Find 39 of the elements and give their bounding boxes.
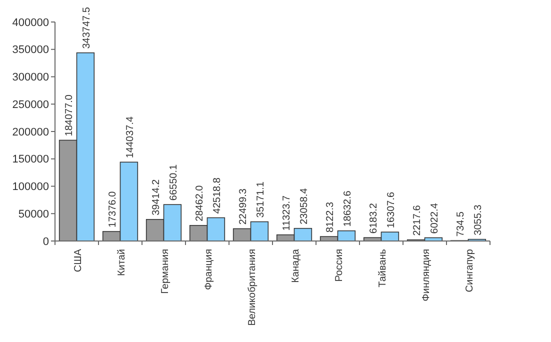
x-tick-label: США bbox=[72, 248, 84, 272]
data-label: 184077.0 bbox=[64, 94, 76, 136]
y-tick-label: 150000 bbox=[12, 154, 49, 166]
x-tick-label: Сингапур bbox=[464, 248, 476, 292]
data-label: 28462.0 bbox=[194, 184, 206, 222]
y-tick-label: 100000 bbox=[12, 181, 49, 194]
data-label: 2217.6 bbox=[412, 204, 424, 236]
data-label: 343747.5 bbox=[81, 6, 92, 49]
x-tick-label: Франция bbox=[203, 249, 214, 290]
y-tick-label: 300000 bbox=[12, 72, 49, 84]
data-label: 16307.6 bbox=[386, 191, 397, 228]
data-label: 11323.7 bbox=[282, 194, 293, 231]
data-label: 39414.2 bbox=[151, 178, 162, 216]
data-label: 22499.3 bbox=[238, 188, 250, 225]
data-label: 23058.4 bbox=[298, 188, 310, 224]
y-tick-label: 50000 bbox=[18, 208, 49, 220]
data-label: 8122.3 bbox=[325, 202, 336, 233]
data-label: 66550.1 bbox=[168, 164, 180, 201]
x-tick-label: Финляндия bbox=[420, 249, 432, 302]
data-label: 17376.0 bbox=[108, 190, 119, 228]
x-tick-label: Россия bbox=[334, 249, 345, 282]
data-label: 6183.2 bbox=[368, 202, 380, 234]
data-label: 3055.3 bbox=[472, 204, 484, 236]
data-label: 18632.6 bbox=[342, 190, 354, 227]
y-tick-label: 200000 bbox=[12, 126, 49, 138]
x-tick-label: Великобритания bbox=[246, 249, 258, 326]
x-tick-label: Китай bbox=[116, 249, 128, 276]
x-tick-label: Тайвань bbox=[377, 249, 388, 288]
y-tick-label: 350000 bbox=[12, 44, 49, 56]
data-label: 144037.4 bbox=[124, 116, 136, 158]
y-tick-label: 250000 bbox=[12, 98, 49, 111]
y-tick-label: 400000 bbox=[12, 16, 49, 29]
x-tick-label: Германия bbox=[160, 249, 171, 294]
y-tick-label: 0 bbox=[42, 236, 49, 248]
data-label: 734.5 bbox=[456, 211, 467, 237]
x-tick-label: Канада bbox=[290, 248, 302, 283]
data-label: 6022.4 bbox=[429, 202, 440, 234]
data-label: 35171.1 bbox=[255, 181, 266, 218]
data-label: 42518.8 bbox=[212, 177, 223, 214]
